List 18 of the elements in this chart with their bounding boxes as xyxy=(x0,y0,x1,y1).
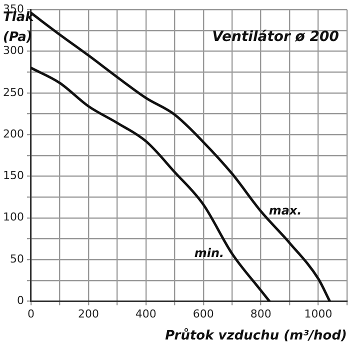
x-axis-title: Průtok vzduchu (m³/hod) xyxy=(165,328,347,344)
x-tick-label: 400 xyxy=(135,308,156,321)
text: Ventilátor ø 200 xyxy=(212,29,340,46)
y-tick-label: 50 xyxy=(10,252,24,266)
x-tick-label: 200 xyxy=(78,308,99,321)
x-tick-label: 0 xyxy=(27,308,34,321)
y-tick-label: 150 xyxy=(2,169,24,182)
y-tick-label: 300 xyxy=(2,44,24,58)
series-label: max. xyxy=(268,203,302,218)
x-tick-label: 1000 xyxy=(304,308,332,321)
y-tick-label: 100 xyxy=(2,210,24,224)
series-label: min. xyxy=(194,246,224,260)
y-tick-label: 200 xyxy=(2,127,24,140)
x-tick-label: 600 xyxy=(192,308,214,321)
y-tick-label: 0 xyxy=(16,294,24,308)
y-tick-label: 250 xyxy=(2,86,24,99)
line-series xyxy=(30,66,271,302)
x-tick-label: 800 xyxy=(250,308,272,321)
